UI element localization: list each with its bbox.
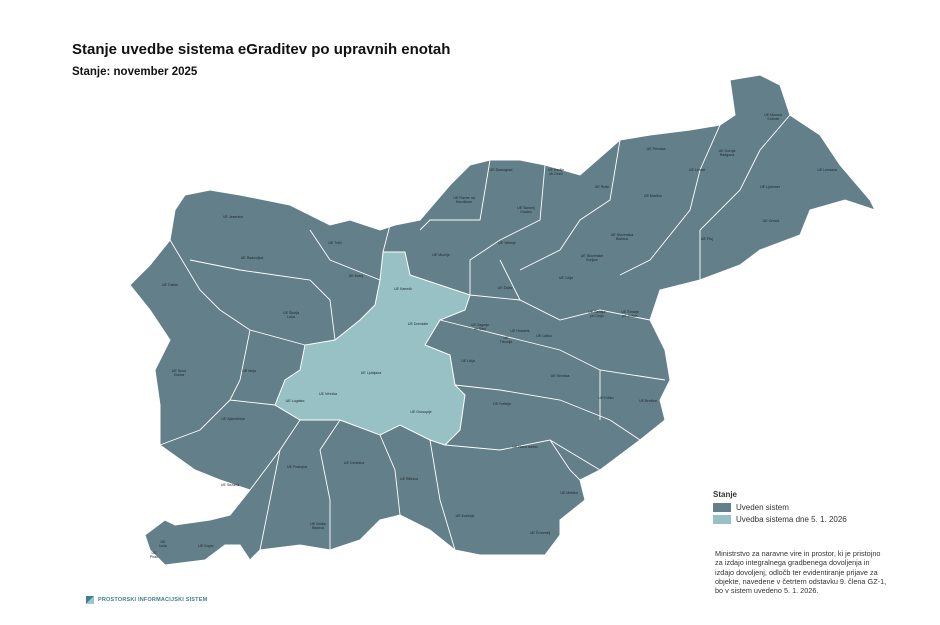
unit-label: UE Ormož: [762, 219, 780, 223]
unit-label: UE Postojna: [287, 465, 307, 469]
unit-label: UE Trebnje: [493, 402, 511, 406]
unit-label: UE Slovenske Konjice: [580, 254, 604, 262]
legend-swatch: [713, 515, 731, 524]
unit-label: UE Tržič: [328, 241, 342, 245]
unit-label: UE Šentjur pri Celju: [588, 310, 606, 318]
unit-label: UE Slovenj Gradec: [517, 206, 535, 214]
unit-label: UE Ribnica: [400, 477, 418, 481]
unit-label: UE Litija: [461, 359, 475, 363]
unit-label: UE Laško: [536, 334, 552, 338]
unit-label: UE Dravograd: [489, 168, 513, 172]
unit-label: UE Kamnik: [394, 287, 412, 291]
unit-label: UE Trbovlje: [499, 336, 513, 344]
unit-label: UE Kočevje: [455, 514, 475, 518]
legend-label: Uveden sistem: [736, 503, 789, 512]
legend-item-upcoming: Uvedba sistema dne 5. 1. 2026: [713, 515, 847, 524]
unit-label: UE Sežana: [220, 483, 240, 487]
pis-logo: PROSTORSKI INFORMACIJSKI SISTEM: [86, 596, 207, 604]
unit-label: UE Gornja Radgona: [718, 149, 736, 157]
unit-label: UE Grosuplje: [410, 410, 432, 414]
unit-label: UE Lenart: [688, 168, 706, 172]
unit-label: UE Zagorje ob Savi: [470, 323, 490, 331]
footnote: Ministrstvo za naravne vire in prostor, …: [715, 549, 887, 596]
unit-label: UE Slovenska Bistrica: [610, 233, 634, 241]
unit-label: UE Radlje ob Dravi: [547, 168, 565, 176]
map-subtitle: Stanje: november 2025: [72, 66, 198, 78]
unit-label: UE Jesenice: [222, 215, 244, 219]
unit-label: UE Ravne na Koroškem: [453, 196, 475, 204]
unit-label: UE Ptuj: [700, 237, 714, 241]
unit-label: UE Tolmin: [161, 283, 179, 287]
unit-label: UE Pesnica: [646, 147, 666, 151]
unit-label: UE Mozirje: [432, 253, 450, 257]
unit-label: UE Ilirska Bistrica: [310, 522, 326, 530]
unit-label: UE Lendava: [817, 168, 837, 172]
unit-label: UE Metlika: [560, 491, 578, 495]
legend-swatch: [713, 503, 731, 512]
unit-label: UE Izola: [159, 540, 167, 548]
unit-label: UE Ajdovščina: [221, 417, 245, 421]
unit-label: UE Koper: [198, 544, 214, 548]
unit-label: UE Logatec: [285, 399, 305, 403]
unit-label: UE Piran: [149, 551, 159, 559]
unit-label: UE Celje: [558, 276, 574, 280]
logo-text: PROSTORSKI INFORMACIJSKI SISTEM: [98, 597, 208, 603]
legend-label: Uvedba sistema dne 5. 1. 2026: [736, 515, 847, 524]
unit-label: UE Hrastnik: [510, 329, 530, 333]
unit-label: UE Novo mesto: [512, 445, 538, 449]
unit-label: UE Idrija: [242, 369, 256, 373]
map-title: Stanje uvedbe sistema eGraditev po uprav…: [72, 41, 451, 58]
legend-item-implemented: Uveden sistem: [713, 503, 847, 512]
unit-label: UE Murska Sobota: [764, 113, 782, 121]
unit-label: UE Cerknica: [343, 461, 365, 465]
unit-label: UE Ljutomer: [760, 185, 780, 189]
unit-label: UE Radovljica: [240, 256, 264, 260]
unit-borders: [159, 114, 791, 551]
unit-label: UE Brežice: [639, 399, 657, 403]
unit-label: UE Vrhnika: [318, 392, 338, 396]
unit-label: UE Črnomelj: [529, 531, 551, 535]
pis-logo-icon: [86, 596, 94, 604]
unit-label: UE Sevnica: [550, 374, 570, 378]
unit-label: UE Maribor: [643, 194, 663, 198]
unit-label: UE Šmarje pri Jelšah: [621, 310, 639, 318]
unit-label: UE Škofja Loka: [283, 311, 299, 319]
unit-label: UE Ljubljana: [360, 371, 382, 375]
unit-label: UE Velenje: [498, 241, 516, 245]
map-legend: Stanje Uveden sistem Uvedba sistema dne …: [713, 490, 847, 527]
unit-label: UE Kranj: [348, 274, 364, 278]
unit-label: UE Krško: [598, 396, 614, 400]
unit-label: UE Domžale: [407, 322, 429, 326]
unit-label: UE Žalec: [497, 286, 513, 290]
unit-label: UE Ruše: [594, 185, 610, 189]
legend-heading: Stanje: [713, 490, 738, 499]
unit-label: UE Nova Gorica: [171, 369, 187, 377]
